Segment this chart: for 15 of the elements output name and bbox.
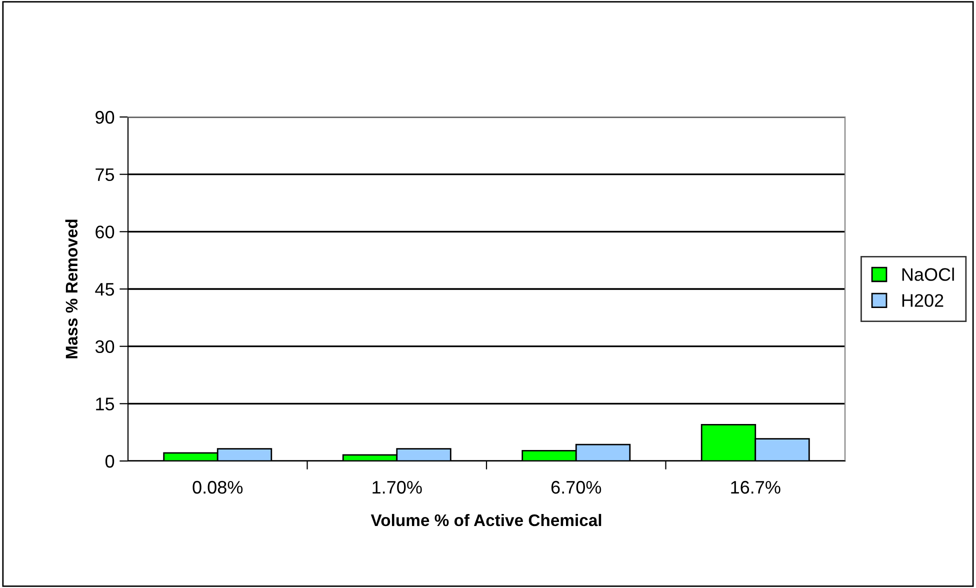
x-axis-title: Volume % of Active Chemical (370, 514, 602, 526)
x-tick-label: 16.7% (731, 480, 780, 494)
x-tick-label: 1.70% (372, 480, 422, 494)
y-tick-label: 60 (96, 226, 114, 238)
y-tick-label: 45 (95, 283, 114, 296)
x-tick-label: 6.70% (551, 480, 602, 494)
y-tick-label: 0 (105, 454, 114, 468)
x-tick-label: 0.08% (192, 480, 243, 494)
y-tick-label: 15 (96, 398, 114, 410)
legend-label: H202 (902, 294, 944, 307)
y-tick-label: 30 (95, 340, 114, 354)
y-tick-label: 75 (96, 168, 114, 182)
y-tick-label: 90 (96, 110, 114, 124)
y-axis-title: Mass % Removed (65, 220, 78, 358)
legend-label: NaOCl (902, 268, 954, 281)
